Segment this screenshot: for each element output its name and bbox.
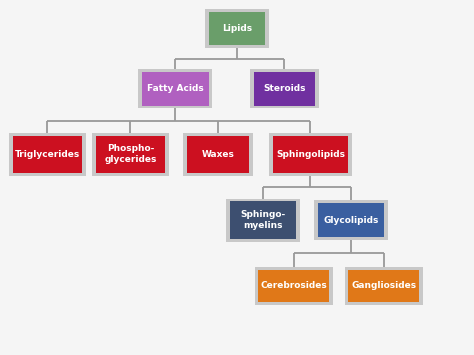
FancyBboxPatch shape <box>269 133 352 176</box>
FancyBboxPatch shape <box>9 133 85 176</box>
FancyBboxPatch shape <box>142 72 209 105</box>
FancyBboxPatch shape <box>96 136 165 173</box>
Text: Sphingolipids: Sphingolipids <box>276 150 345 159</box>
FancyBboxPatch shape <box>138 69 212 108</box>
FancyBboxPatch shape <box>187 136 249 173</box>
Text: Gangliosides: Gangliosides <box>351 281 417 290</box>
FancyBboxPatch shape <box>209 11 265 45</box>
Text: Triglycerides: Triglycerides <box>15 150 80 159</box>
Text: Glycolipids: Glycolipids <box>323 215 378 225</box>
Text: Sphingo-
myelins: Sphingo- myelins <box>240 210 286 230</box>
Text: Waxes: Waxes <box>201 150 235 159</box>
FancyBboxPatch shape <box>250 69 319 108</box>
FancyBboxPatch shape <box>13 136 82 173</box>
FancyBboxPatch shape <box>314 200 388 240</box>
FancyBboxPatch shape <box>258 270 329 302</box>
FancyBboxPatch shape <box>254 72 315 105</box>
Text: Lipids: Lipids <box>222 24 252 33</box>
FancyBboxPatch shape <box>226 199 300 241</box>
Text: Cerebrosides: Cerebrosides <box>261 281 327 290</box>
FancyBboxPatch shape <box>205 9 269 48</box>
FancyBboxPatch shape <box>318 203 384 237</box>
Text: Steroids: Steroids <box>263 84 306 93</box>
FancyBboxPatch shape <box>255 267 333 305</box>
FancyBboxPatch shape <box>348 270 419 302</box>
FancyBboxPatch shape <box>230 202 296 239</box>
FancyBboxPatch shape <box>92 133 169 176</box>
FancyBboxPatch shape <box>273 136 348 173</box>
FancyBboxPatch shape <box>345 267 423 305</box>
Text: Fatty Acids: Fatty Acids <box>147 84 204 93</box>
Text: Phospho-
glycerides: Phospho- glycerides <box>104 144 156 164</box>
FancyBboxPatch shape <box>183 133 253 176</box>
